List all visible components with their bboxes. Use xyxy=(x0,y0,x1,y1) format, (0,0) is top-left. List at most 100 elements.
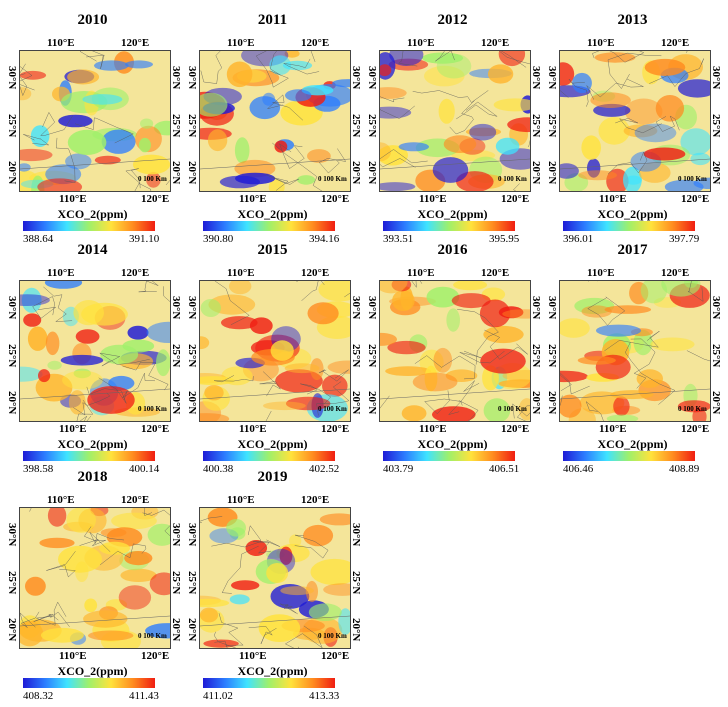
field-blob xyxy=(380,64,392,77)
colorbar-max: 394.16 xyxy=(309,233,340,245)
panel-year-title: 2014 xyxy=(77,242,108,258)
lon-label-bottom-120: 120°E xyxy=(321,193,350,205)
lat-label-right-1: 25°N xyxy=(350,344,362,368)
lat-label-right-1: 25°N xyxy=(530,344,542,368)
field-blob xyxy=(338,608,350,635)
field-blob xyxy=(319,513,350,526)
field-blob xyxy=(285,89,312,102)
field-blob xyxy=(560,318,590,338)
field-blob xyxy=(677,79,710,98)
field-blob xyxy=(249,317,273,334)
lon-label-top-110: 110°E xyxy=(227,37,255,49)
field-blob xyxy=(275,369,323,393)
field-blob xyxy=(127,325,149,340)
field-blob xyxy=(58,545,102,573)
colorbar-min: 406.46 xyxy=(563,463,594,475)
xco2-field-svg xyxy=(560,51,710,191)
field-blob xyxy=(432,406,476,421)
panel-year-title: 2010 xyxy=(77,12,108,28)
field-blob xyxy=(234,137,250,164)
lat-label-right-2: 30°N xyxy=(530,66,542,90)
scale-bar-label: 0 100 Km xyxy=(498,405,527,413)
field-blob xyxy=(94,60,129,71)
boundary-line xyxy=(380,149,428,168)
boundary-line xyxy=(459,350,505,364)
field-blob xyxy=(99,541,130,555)
field-blob xyxy=(30,125,50,147)
lat-label-left-0: 20°N xyxy=(366,391,378,415)
lat-label-left-1: 25°N xyxy=(366,344,378,368)
lat-label-left-1: 25°N xyxy=(546,344,558,368)
xco2-map: 0 100 Km xyxy=(199,50,351,192)
lat-label-right-2: 30°N xyxy=(710,296,722,320)
field-blob xyxy=(412,372,458,392)
lat-label-left-1: 25°N xyxy=(366,114,378,138)
boundary-line xyxy=(649,58,704,87)
boundary-line xyxy=(412,90,489,103)
lon-label-bottom-110: 110°E xyxy=(59,650,87,662)
lat-label-left-1: 25°N xyxy=(546,114,558,138)
boundary-line xyxy=(23,134,50,146)
lat-label-right-2: 30°N xyxy=(530,296,542,320)
lat-label-left-2: 30°N xyxy=(6,296,18,320)
field-blob xyxy=(147,523,170,546)
lat-label-left-0: 20°N xyxy=(366,161,378,185)
colorbar-max: 400.14 xyxy=(129,463,160,475)
lat-label-left-0: 20°N xyxy=(546,391,558,415)
xco2-field-svg xyxy=(200,51,350,191)
field-blob xyxy=(146,171,161,188)
colorbar xyxy=(203,221,335,231)
field-blob xyxy=(327,360,350,374)
xco2-map: 0 100 Km xyxy=(19,50,171,192)
field-blob xyxy=(581,135,601,160)
panel-2019: 2019 110°E 120°E 0 100 Km 20°N 20°N 25°N 25°N 30… xyxy=(185,465,362,702)
lat-label-right-2: 30°N xyxy=(350,296,362,320)
lat-label-left-2: 30°N xyxy=(366,296,378,320)
lat-label-right-0: 20°N xyxy=(350,618,362,642)
field-blob xyxy=(20,87,32,101)
boundary-line xyxy=(585,400,604,421)
boundary-line xyxy=(560,372,590,395)
field-blob xyxy=(634,123,677,143)
field-blob xyxy=(82,94,123,105)
field-blob xyxy=(207,129,228,152)
colorbar-max: 408.89 xyxy=(669,463,700,475)
field-blob xyxy=(156,349,170,377)
xco2-field-svg xyxy=(200,281,350,421)
graticule-line xyxy=(20,615,170,627)
field-blob xyxy=(332,79,350,88)
field-blob xyxy=(67,129,107,155)
boundary-line xyxy=(248,626,277,645)
lat-label-left-2: 30°N xyxy=(186,66,198,90)
xco2-map: 0 100 Km xyxy=(19,507,171,649)
lat-label-left-2: 30°N xyxy=(6,66,18,90)
lat-label-right-0: 20°N xyxy=(710,391,722,415)
field-blob xyxy=(67,69,100,85)
scale-bar-label: 0 100 Km xyxy=(138,632,167,640)
field-blob xyxy=(83,610,128,628)
boundary-line xyxy=(301,281,325,301)
field-blob xyxy=(633,329,653,356)
field-blob xyxy=(693,177,710,189)
boundary-line xyxy=(592,51,645,63)
colorbar-min: 403.79 xyxy=(383,463,414,475)
field-blob xyxy=(140,118,154,129)
lon-label-top-120: 120°E xyxy=(301,37,330,49)
lon-label-bottom-120: 120°E xyxy=(501,193,530,205)
panel-2010: 2010 110°E 120°E 0 100 Km 20°N 20°N 25°N 25°N 30… xyxy=(5,8,182,245)
lon-label-top-110: 110°E xyxy=(47,37,75,49)
lon-label-top-110: 110°E xyxy=(407,267,435,279)
lat-label-right-0: 20°N xyxy=(350,391,362,415)
boundary-line xyxy=(586,78,644,100)
boundary-line xyxy=(284,625,323,648)
xco2-map: 0 100 Km xyxy=(199,507,351,649)
boundary-line xyxy=(587,296,626,326)
boundary-line xyxy=(484,329,528,360)
boundary-line xyxy=(43,286,73,322)
lat-label-left-1: 25°N xyxy=(6,114,18,138)
panel-year-title: 2015 xyxy=(257,242,288,258)
colorbar-min: 393.51 xyxy=(383,233,414,245)
boundary-line xyxy=(40,111,73,136)
field-blob xyxy=(624,98,663,125)
colorbar-max: 402.52 xyxy=(309,463,340,475)
